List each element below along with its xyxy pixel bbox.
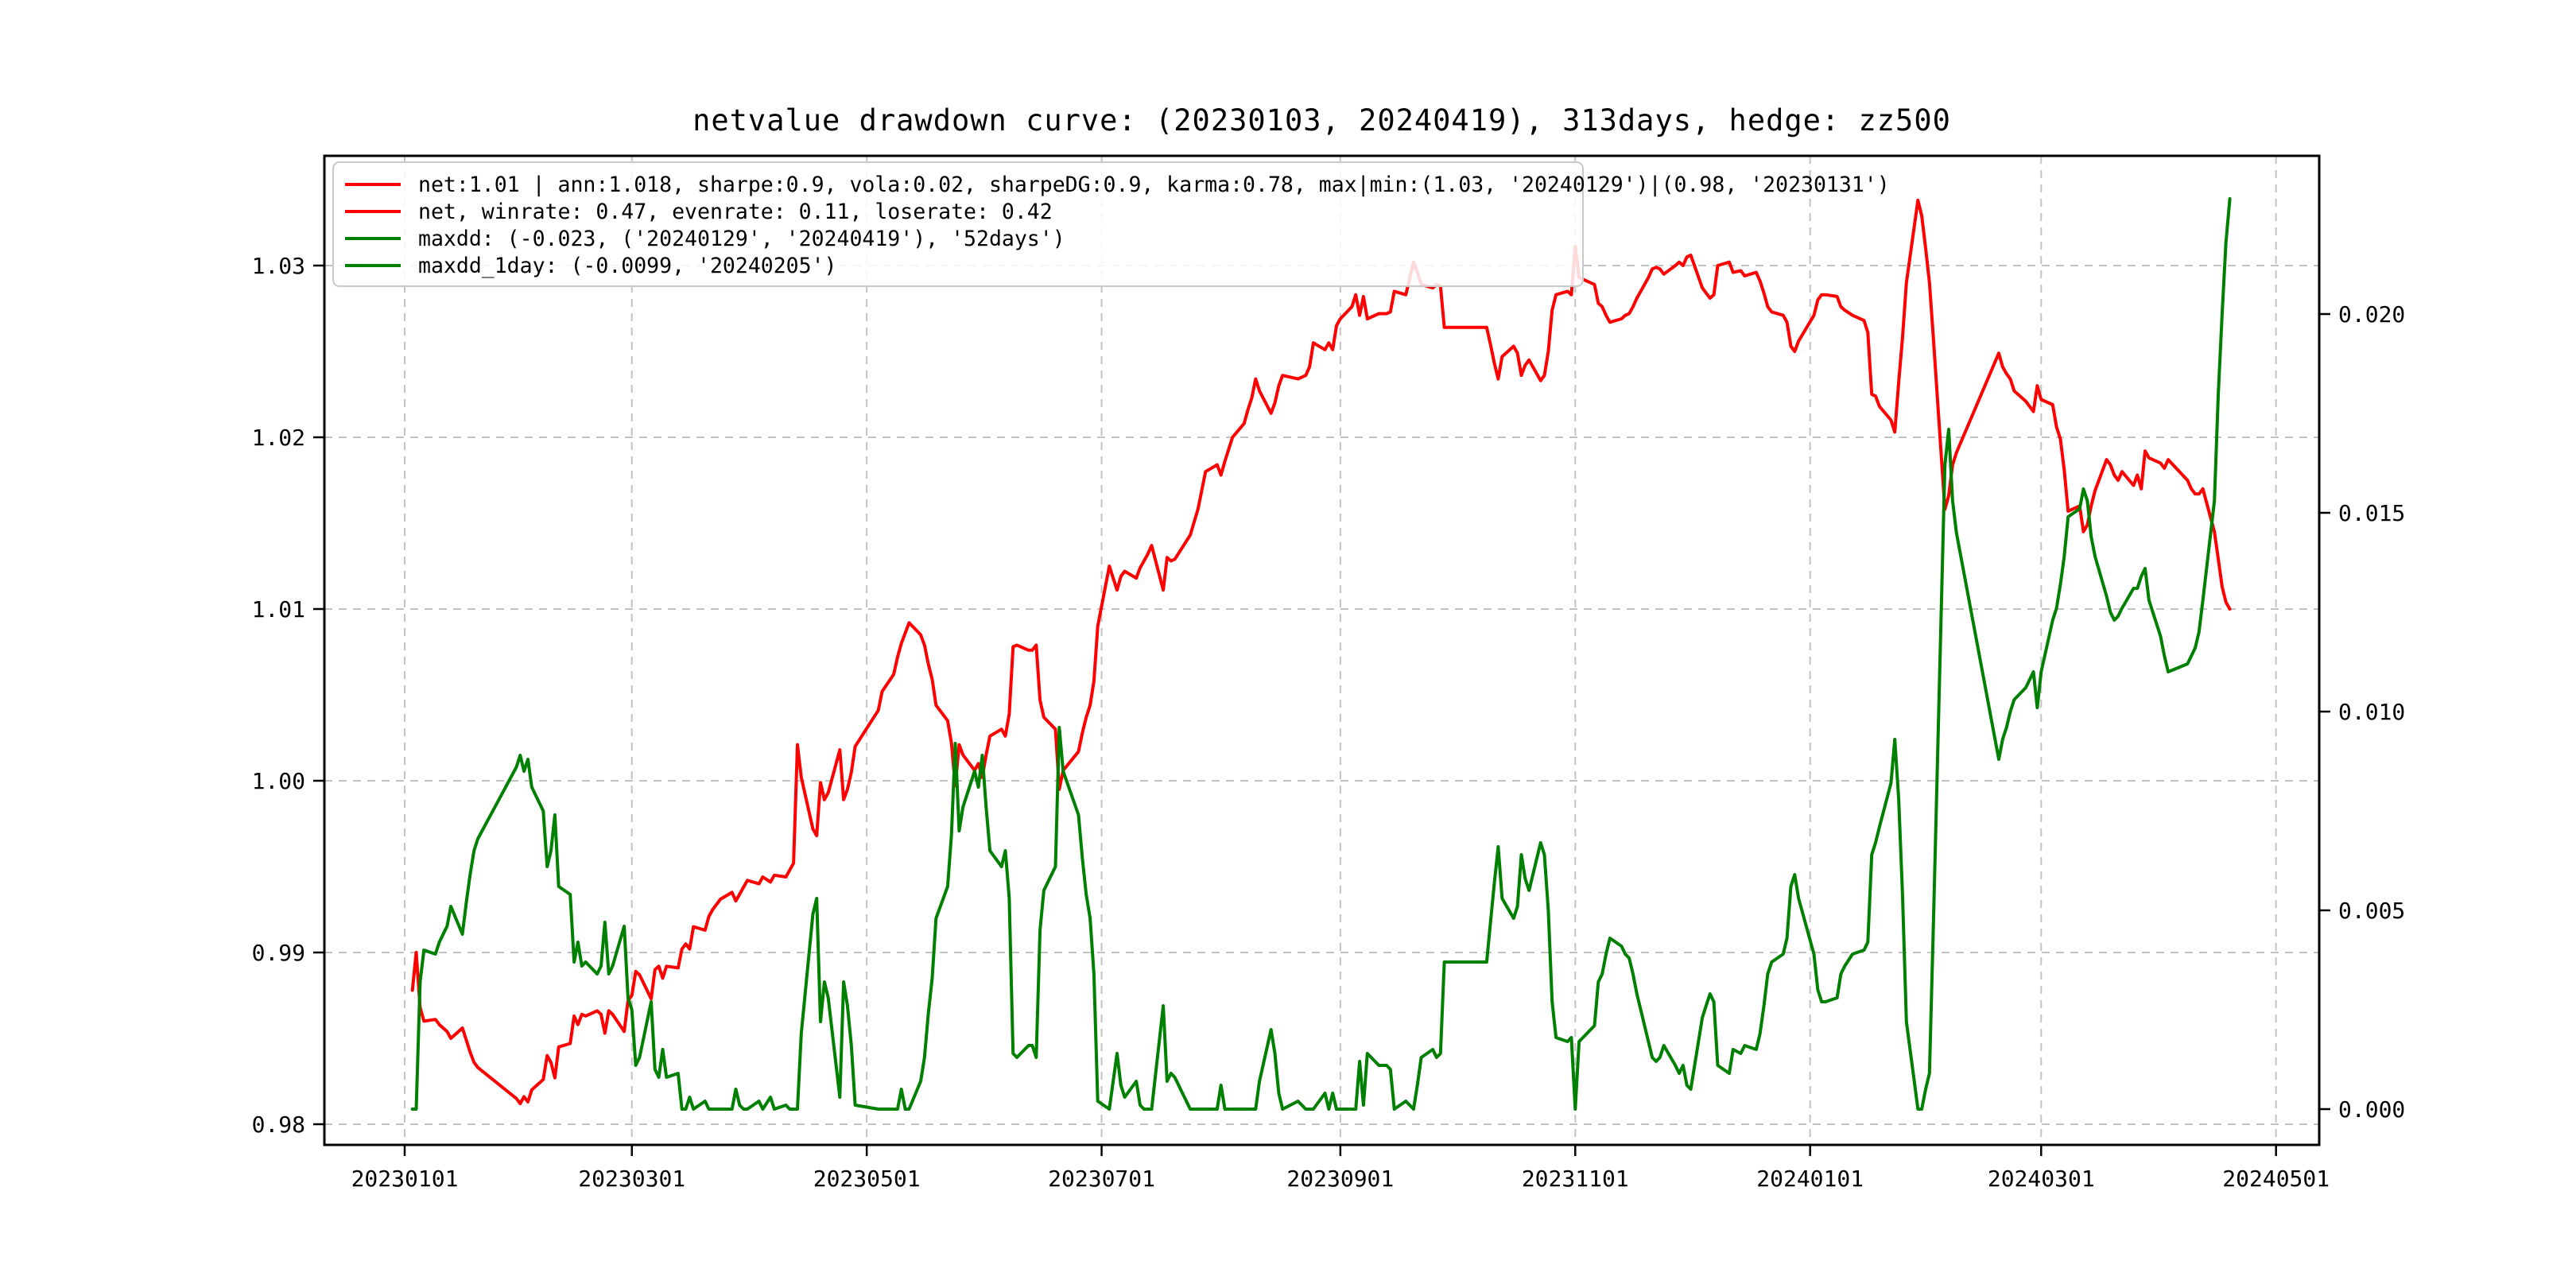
svg-text:0.98: 0.98 xyxy=(252,1111,305,1138)
legend-entry-net-summary: net:1.01 | ann:1.018, sharpe:0.9, vola:0… xyxy=(345,171,1890,198)
plot-border xyxy=(323,154,2321,1146)
svg-text:20230701: 20230701 xyxy=(1048,1166,1155,1192)
maxdd-1day-line-swatch xyxy=(345,264,401,267)
gridlines xyxy=(324,156,2319,1145)
svg-text:20230501: 20230501 xyxy=(813,1166,921,1192)
svg-text:20230301: 20230301 xyxy=(578,1166,685,1192)
net-line-swatch xyxy=(345,183,401,186)
maxdd-line-swatch xyxy=(345,237,401,240)
axis-ticks xyxy=(313,264,2330,1156)
svg-text:1.03: 1.03 xyxy=(252,253,305,279)
series-line-net xyxy=(410,198,2232,1106)
svg-text:1.01: 1.01 xyxy=(252,596,305,623)
svg-text:0.000: 0.000 xyxy=(2338,1096,2405,1123)
legend-label: net, winrate: 0.47, evenrate: 0.11, lose… xyxy=(418,199,1053,224)
svg-text:1.00: 1.00 xyxy=(252,768,305,794)
chart-title: netvalue drawdown curve: (20230103, 2024… xyxy=(692,103,1951,138)
legend: net:1.01 | ann:1.018, sharpe:0.9, vola:0… xyxy=(332,161,1890,287)
svg-text:1.02: 1.02 xyxy=(252,425,305,451)
svg-text:20231101: 20231101 xyxy=(1522,1166,1629,1192)
legend-entry-maxdd-1day: maxdd_1day: (-0.0099, '20240205') xyxy=(345,252,1582,279)
svg-text:0.005: 0.005 xyxy=(2338,898,2405,924)
svg-text:0.010: 0.010 xyxy=(2338,699,2405,725)
legend-label: net:1.01 | ann:1.018, sharpe:0.9, vola:0… xyxy=(418,172,1890,197)
net-line-swatch xyxy=(345,210,401,213)
axis-tick-labels: 1.03 1.02 1.01 1.00 0.99 0.98 0.020 0.015 0.010 0… xyxy=(252,253,2406,1192)
legend-label: maxdd: (-0.023, ('20240129', '20240419')… xyxy=(418,226,1065,251)
series-line-maxdd xyxy=(410,197,2232,1111)
data-series xyxy=(410,197,2232,1111)
svg-text:20240501: 20240501 xyxy=(2222,1166,2330,1192)
svg-text:0.99: 0.99 xyxy=(252,940,305,966)
svg-text:20230101: 20230101 xyxy=(351,1166,459,1192)
svg-text:20230901: 20230901 xyxy=(1286,1166,1394,1192)
legend-entry-net-rates: net, winrate: 0.47, evenrate: 0.11, lose… xyxy=(345,198,1582,225)
svg-text:20240301: 20240301 xyxy=(1988,1166,2095,1192)
svg-text:20240101: 20240101 xyxy=(1756,1166,1864,1192)
svg-text:0.015: 0.015 xyxy=(2338,500,2405,526)
legend-entry-maxdd: maxdd: (-0.023, ('20240129', '20240419')… xyxy=(345,225,1582,252)
svg-text:0.020: 0.020 xyxy=(2338,301,2405,328)
legend-label: maxdd_1day: (-0.0099, '20240205') xyxy=(418,253,837,278)
